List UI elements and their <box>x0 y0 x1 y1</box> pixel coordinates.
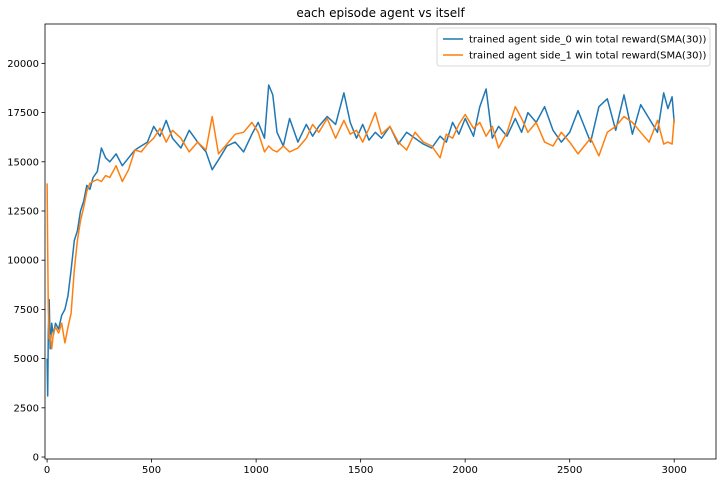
y-tick-label: 17500 <box>7 108 39 119</box>
plot-area: 0 500 1000 1500 2000 2500 3000 0 2500 5000 7500 100… <box>7 23 717 476</box>
x-tick-label: 1500 <box>348 465 373 476</box>
x-tick-label: 2000 <box>452 465 477 476</box>
legend: trained agent side_0 win total reward(SM… <box>436 27 711 67</box>
x-tick-label: 3000 <box>661 465 686 476</box>
legend-label-1: trained agent side_1 win total reward(SM… <box>469 51 706 62</box>
y-tick-label: 7500 <box>14 305 39 316</box>
series-line-0 <box>46 84 675 397</box>
y-tick-label: 12500 <box>7 206 39 217</box>
x-tick-label: 0 <box>44 465 50 476</box>
y-tick-label: 15000 <box>7 157 39 168</box>
legend-label-0: trained agent side_0 win total reward(SM… <box>469 35 706 46</box>
chart-title: each episode agent vs itself <box>296 6 465 20</box>
x-tick-label: 1000 <box>243 465 268 476</box>
y-tick-label: 0 <box>33 453 39 464</box>
series-line-1 <box>46 105 675 350</box>
y-tick-label: 5000 <box>14 354 39 365</box>
x-tick-label: 500 <box>142 465 161 476</box>
y-tick-label: 2500 <box>14 403 39 414</box>
y-tick-label: 20000 <box>7 59 39 70</box>
axes-frame <box>44 23 717 460</box>
y-tick-label: 10000 <box>7 256 39 267</box>
legend-box <box>436 27 711 67</box>
x-tick-label: 2500 <box>557 465 582 476</box>
